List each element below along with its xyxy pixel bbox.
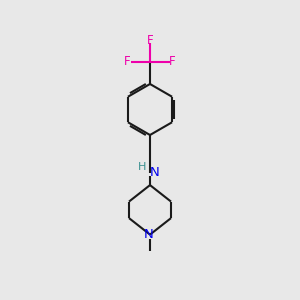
- Text: N: N: [144, 228, 153, 241]
- Text: N: N: [150, 166, 159, 179]
- Text: F: F: [147, 34, 153, 47]
- Text: H: H: [137, 161, 146, 172]
- Text: F: F: [124, 55, 131, 68]
- Text: F: F: [169, 55, 176, 68]
